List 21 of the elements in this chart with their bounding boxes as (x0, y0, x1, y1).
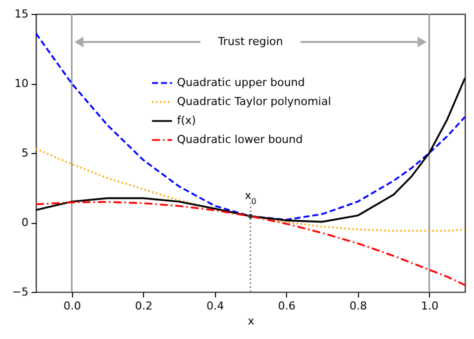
legend-label: Quadratic upper bound (177, 76, 305, 89)
y-tick-label: 0 (22, 216, 28, 229)
legend-label: Quadratic Taylor polynomial (177, 95, 332, 108)
y-tick-label: −5 (12, 286, 28, 298)
legend-label: Quadratic lower bound (177, 133, 303, 146)
y-tick-label: 15 (14, 8, 28, 20)
annotation: Trust region (217, 35, 283, 48)
x-axis-title: x (248, 314, 255, 328)
x-tick-label: 0.8 (350, 300, 367, 312)
line-series (35, 148, 466, 232)
annotation: x$_{0}$ (244, 189, 256, 206)
x-tick-label: 1.0 (421, 300, 438, 312)
x-tick-label: 0.4 (206, 300, 224, 312)
line-series (35, 77, 466, 223)
x-tick-label: 0.0 (64, 300, 81, 312)
legend-label: f(x) (177, 114, 196, 127)
y-tick-label: 10 (14, 77, 28, 90)
y-tick-label: 5 (22, 146, 28, 160)
x-tick-label: 0.6 (278, 300, 296, 312)
line-series (35, 32, 466, 221)
x-tick-label: 0.2 (135, 300, 152, 312)
